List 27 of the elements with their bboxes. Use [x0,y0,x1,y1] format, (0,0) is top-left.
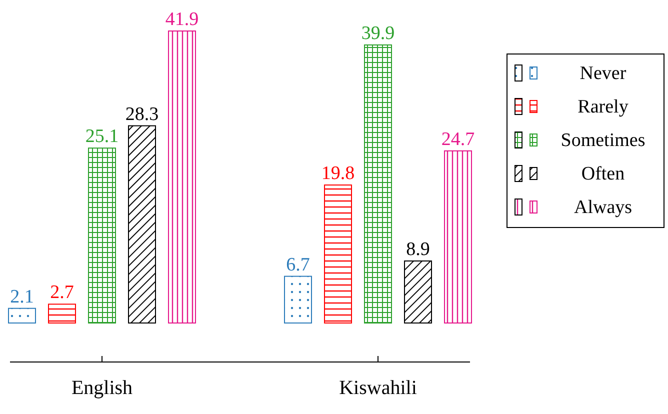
data-label: 6.7 [286,254,310,276]
legend-label: Sometimes [560,130,646,151]
data-label: 2.1 [10,286,34,308]
bar [48,304,76,324]
data-label: 19.8 [321,163,355,184]
bar [324,184,352,324]
data-label: 28.3 [125,104,159,125]
data-label: 41.9 [165,9,199,30]
data-label: 25.1 [85,126,119,148]
bar [88,148,116,324]
x-tick-label: English [71,377,133,399]
legend-label: Rarely [578,96,629,118]
data-label: 8.9 [406,238,430,260]
bar [444,150,472,324]
bar [168,30,196,324]
bar [128,125,156,324]
legend-label: Never [580,63,627,84]
bar [364,44,392,324]
bar [8,308,36,324]
data-label: 2.7 [50,282,74,304]
legend-label: Often [581,164,626,184]
data-label: 39.9 [361,22,395,44]
data-label: 24.7 [441,128,475,150]
bar [284,276,312,324]
bar [404,260,432,324]
x-tick-label: Kiswahili [339,377,418,399]
legend-label: Always [574,197,632,218]
